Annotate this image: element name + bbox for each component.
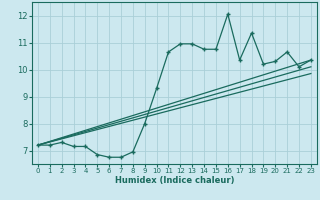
- X-axis label: Humidex (Indice chaleur): Humidex (Indice chaleur): [115, 176, 234, 185]
